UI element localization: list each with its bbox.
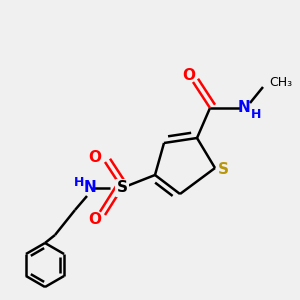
Text: CH₃: CH₃	[269, 76, 292, 89]
Text: S: S	[116, 181, 128, 196]
Text: O: O	[88, 212, 101, 226]
Text: O: O	[182, 68, 196, 83]
Text: S: S	[218, 163, 229, 178]
Text: H: H	[74, 176, 84, 188]
Text: H: H	[251, 107, 261, 121]
Text: N: N	[238, 100, 250, 115]
Text: N: N	[84, 181, 96, 196]
Text: O: O	[88, 151, 101, 166]
